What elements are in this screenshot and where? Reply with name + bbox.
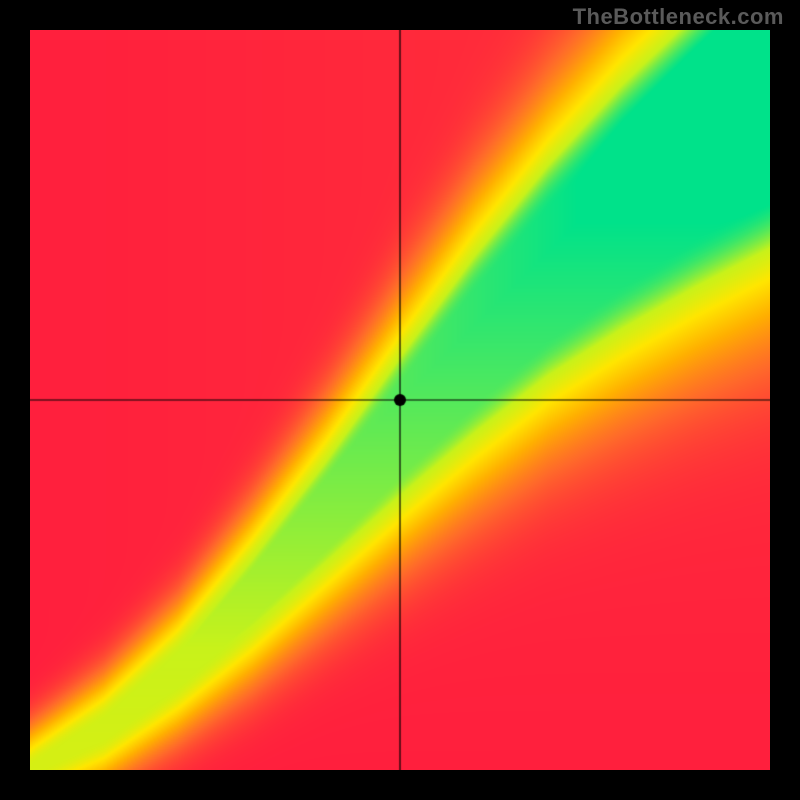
bottleneck-heatmap <box>30 30 770 770</box>
watermark-text: TheBottleneck.com <box>573 4 784 30</box>
